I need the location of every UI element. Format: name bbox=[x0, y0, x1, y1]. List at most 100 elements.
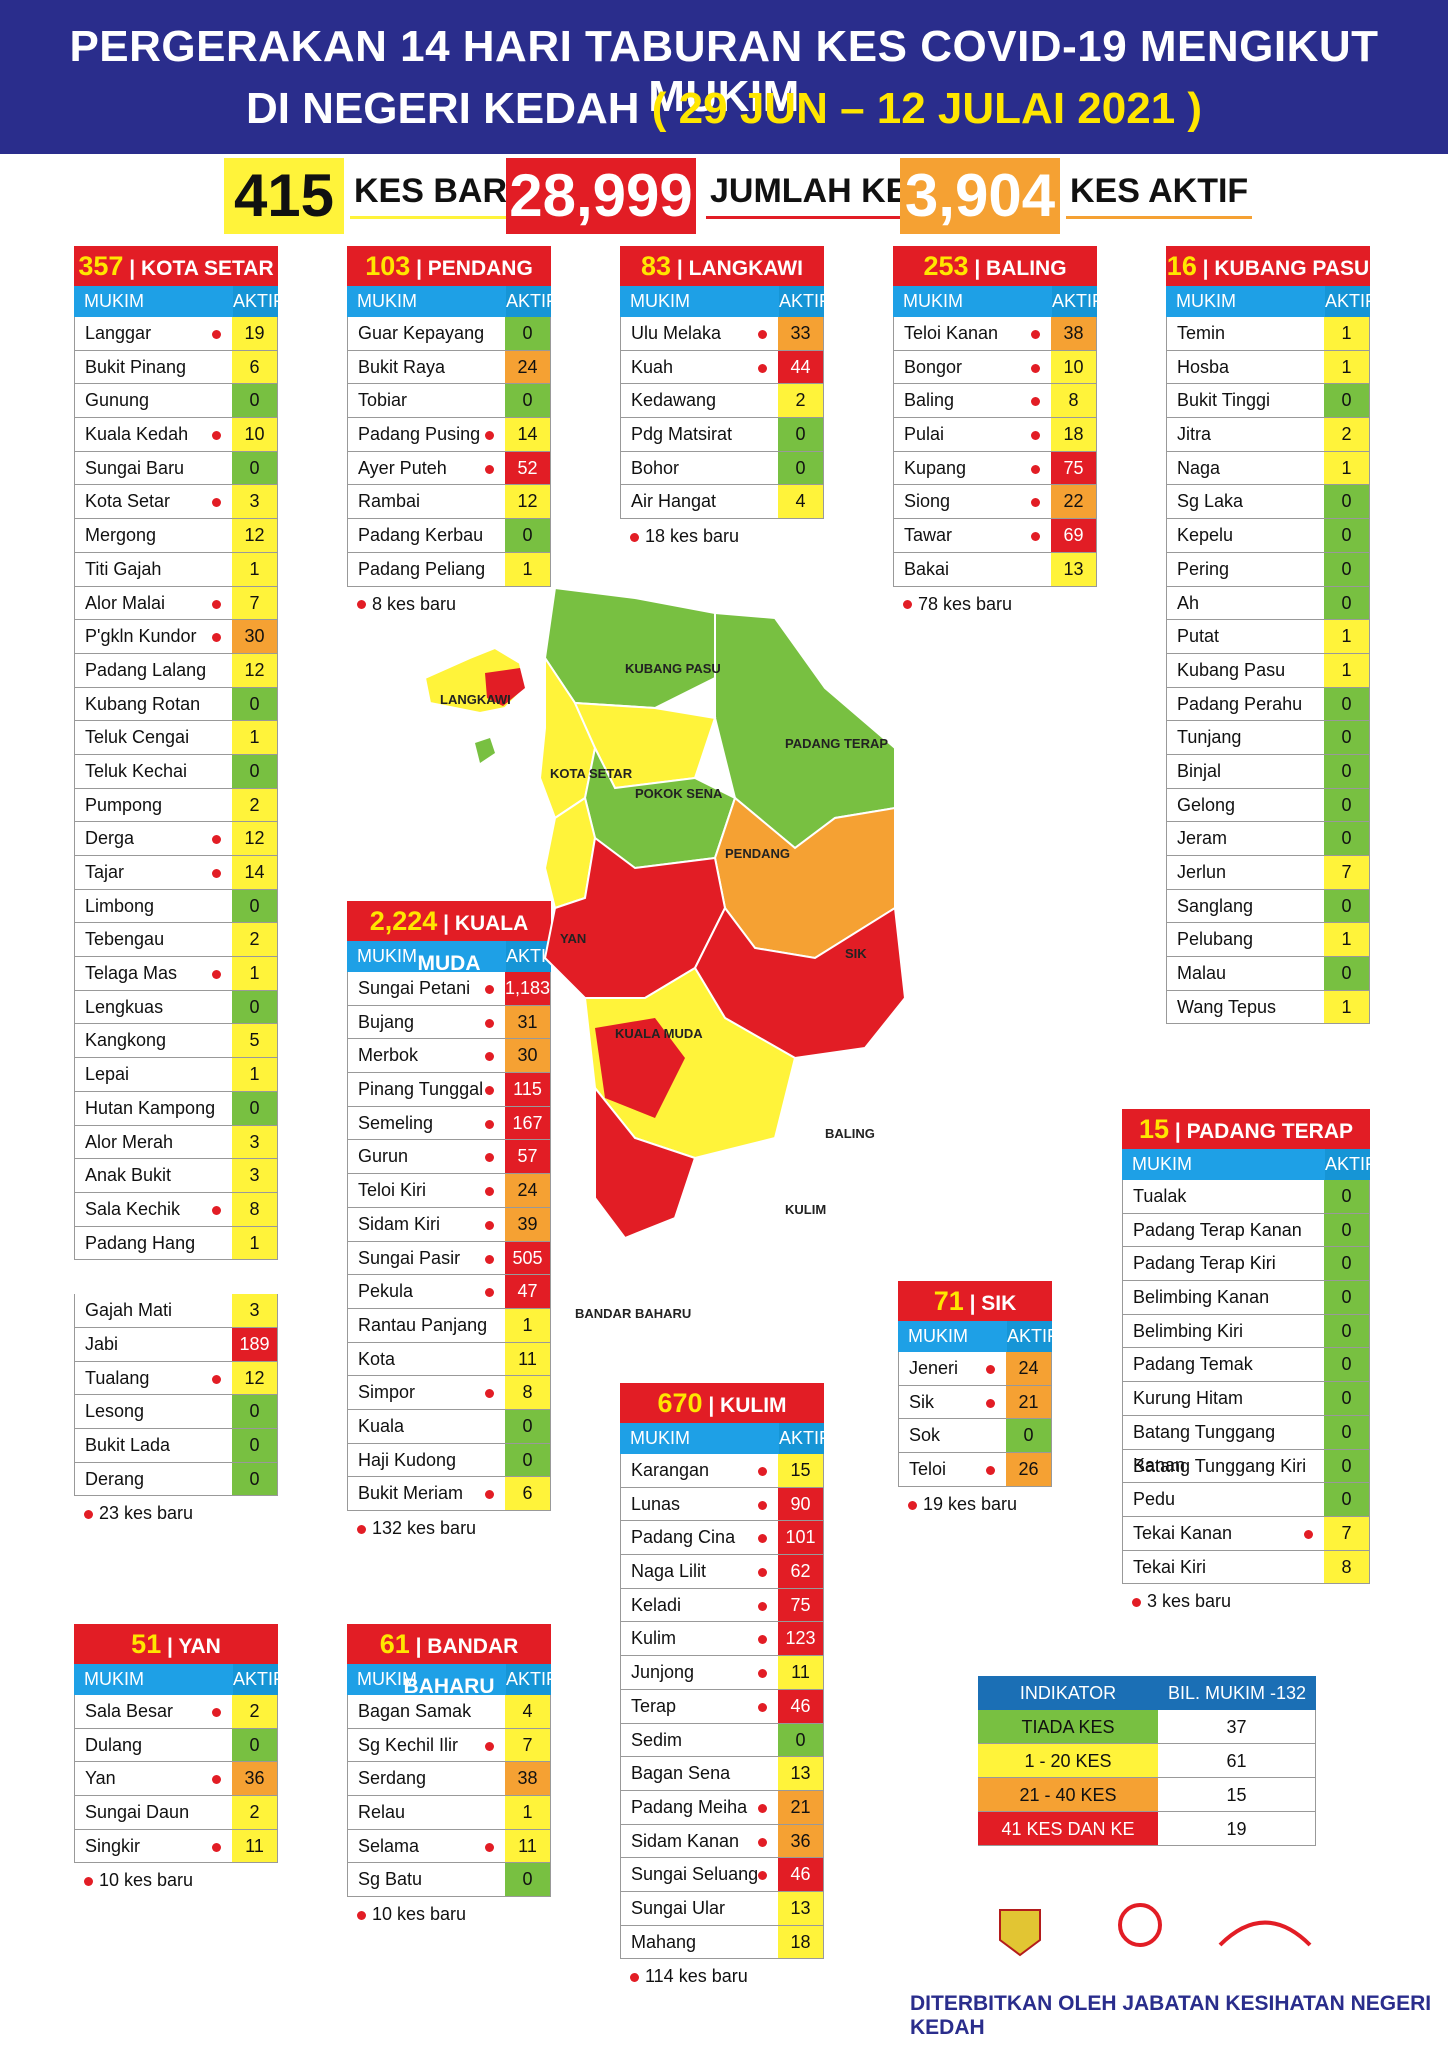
jkn-crest-icon bbox=[980, 1900, 1060, 1960]
new-case-dot-icon bbox=[758, 1568, 767, 1578]
mukim-name: Sik bbox=[909, 1391, 935, 1412]
mukim-name: Rantau Panjang bbox=[358, 1314, 488, 1335]
mukim-name: Baling bbox=[904, 390, 955, 411]
mukim-row: Padang Cina 101 bbox=[620, 1521, 824, 1556]
new-case-dot-icon bbox=[758, 1635, 767, 1645]
aktif-value: 0 bbox=[778, 451, 823, 485]
mukim-row: Serdang 38 bbox=[347, 1762, 551, 1797]
district-pendang: 103 | PENDANG MUKIM AKTIF Guar Kepayang 0 Buk… bbox=[347, 246, 557, 617]
mukim-row: Padang Perahu 0 bbox=[1166, 687, 1370, 722]
mukim-name: Terap bbox=[631, 1695, 677, 1716]
aktif-value: 0 bbox=[1324, 687, 1369, 721]
legend-row: 1 - 20 KES 61 bbox=[978, 1744, 1316, 1778]
new-cases-note: 132 kes baru bbox=[347, 1515, 551, 1541]
aktif-value: 0 bbox=[505, 1863, 550, 1897]
mukim-row: Air Hangat 4 bbox=[620, 485, 824, 520]
district-header: 670 | KULIM bbox=[620, 1383, 824, 1423]
new-case-dot-icon bbox=[758, 1601, 767, 1611]
new-cases-note: 10 kes baru bbox=[74, 1867, 278, 1893]
legend-table: INDIKATOR BIL. MUKIM -132 TIADA KES 37 1 -… bbox=[978, 1676, 1316, 1873]
page-subtitle: DI NEGERI KEDAH ( 29 JUN – 12 JULAI 2021… bbox=[245, 84, 1203, 133]
mukim-name: Lunas bbox=[631, 1493, 681, 1514]
district-count: 15 bbox=[1138, 1114, 1170, 1144]
mukim-row: Kuala 0 bbox=[347, 1409, 551, 1444]
new-case-dot-icon bbox=[758, 1837, 767, 1847]
mukim-row: Kota Setar 3 bbox=[74, 485, 278, 520]
district-baling: 253 | BALING MUKIM AKTIF Teloi Kanan 38 Bongo… bbox=[893, 246, 1103, 617]
mukim-name: Sg Batu bbox=[358, 1869, 423, 1890]
aktif-value: 1 bbox=[232, 552, 277, 586]
aktif-value: 5 bbox=[232, 1024, 277, 1058]
aktif-value: 2 bbox=[232, 1796, 277, 1829]
mukim-name: Teluk Cengai bbox=[85, 727, 190, 748]
district-count: 61 bbox=[379, 1629, 410, 1659]
aktif-value: 52 bbox=[505, 451, 550, 485]
new-case-dot-icon bbox=[986, 1365, 995, 1374]
mukim-row: Teloi 26 bbox=[898, 1453, 1052, 1487]
mukim-row: Tualak 0 bbox=[1122, 1180, 1370, 1214]
new-case-dot-icon bbox=[485, 1018, 494, 1028]
mukim-row: Jitra 2 bbox=[1166, 418, 1370, 452]
column-header: MUKIM AKTIF bbox=[1122, 1149, 1376, 1180]
new-cases-note: 18 kes baru bbox=[620, 523, 824, 549]
aktif-value: 0 bbox=[1324, 1281, 1369, 1314]
map-label-kubang-pasu: KUBANG PASU bbox=[625, 661, 721, 676]
mukim-name: Tobiar bbox=[358, 390, 408, 411]
mukim-name: Pedu bbox=[1133, 1489, 1176, 1510]
aktif-value: 39 bbox=[505, 1207, 550, 1241]
aktif-value: 2 bbox=[232, 923, 277, 957]
aktif-value: 1 bbox=[505, 1308, 550, 1342]
new-case-dot-icon bbox=[485, 1153, 494, 1163]
aktif-value: 69 bbox=[1051, 519, 1096, 552]
mukim-row: Gurun 57 bbox=[347, 1140, 551, 1175]
aktif-value: 2 bbox=[232, 788, 277, 822]
mukim-row: Bagan Sena 13 bbox=[620, 1757, 824, 1791]
aktif-value: 1 bbox=[505, 1796, 550, 1829]
legend-indicator: 21 - 40 KES bbox=[978, 1778, 1158, 1811]
mukim-row: Haji Kudong 0 bbox=[347, 1443, 551, 1478]
mukim-name: Tualang bbox=[85, 1367, 150, 1388]
mukim-row: Batang Tunggang Kanan 0 bbox=[1122, 1415, 1370, 1475]
mukim-name: Tekai Kanan bbox=[1133, 1522, 1233, 1543]
aktif-value: 13 bbox=[778, 1757, 823, 1790]
mukim-name: Anak Bukit bbox=[85, 1165, 172, 1186]
mukim-name: Belimbing Kiri bbox=[1133, 1320, 1244, 1341]
mukim-name: Gurun bbox=[358, 1146, 409, 1167]
map-label-sik: SIK bbox=[845, 946, 867, 961]
legend-count: 19 bbox=[1158, 1812, 1315, 1845]
new-case-dot-icon bbox=[485, 431, 494, 441]
column-header: MUKIM AKTIF bbox=[893, 286, 1103, 317]
mukim-row: Gelong 0 bbox=[1166, 788, 1370, 823]
mukim-name: Mergong bbox=[85, 525, 157, 546]
mukim-name: Padang Peliang bbox=[358, 558, 486, 579]
mukim-row: Bongor 10 bbox=[893, 350, 1097, 385]
aktif-value: 0 bbox=[232, 687, 277, 721]
mukim-row: Kupang 75 bbox=[893, 451, 1097, 486]
new-case-dot-icon bbox=[758, 330, 767, 339]
district-kulim: 670 | KULIM MUKIM AKTIF Karangan 15 Lunas 90 Pa… bbox=[620, 1383, 830, 1989]
new-case-dot-icon bbox=[212, 1374, 221, 1384]
map-label-kota-setar: KOTA SETAR bbox=[550, 766, 633, 781]
mukim-row: Merbok 30 bbox=[347, 1039, 551, 1074]
mukim-name: Kulim bbox=[631, 1628, 677, 1649]
aktif-value: 2 bbox=[232, 1695, 277, 1728]
new-case-dot-icon bbox=[1031, 532, 1040, 542]
mukim-row: Gajah Mati 3 bbox=[74, 1294, 278, 1328]
mukim-name: Pulai bbox=[904, 424, 945, 445]
mukim-name: Sala Besar bbox=[85, 1701, 174, 1721]
mukim-row: Kota 11 bbox=[347, 1342, 551, 1377]
district-header: 61 | BANDAR BAHARU bbox=[347, 1624, 551, 1698]
mukim-row: Lunas 90 bbox=[620, 1487, 824, 1522]
mukim-row: Batang Tunggang Kiri 0 bbox=[1122, 1449, 1370, 1484]
mukim-row: Padang Temak 0 bbox=[1122, 1348, 1370, 1383]
aktif-value: 1 bbox=[1324, 923, 1369, 957]
aktif-value: 7 bbox=[1324, 1516, 1369, 1550]
aktif-value: 0 bbox=[232, 754, 277, 788]
aktif-value: 33 bbox=[778, 317, 823, 350]
mukim-name: Karangan bbox=[631, 1460, 710, 1480]
mukim-row: Sungai Petani 1,183 bbox=[347, 972, 551, 1006]
aktif-value: 0 bbox=[232, 384, 277, 418]
mukim-name: Lesong bbox=[85, 1401, 145, 1422]
mukim-name: Wang Tepus bbox=[1177, 996, 1277, 1017]
aktif-value: 0 bbox=[505, 384, 550, 418]
